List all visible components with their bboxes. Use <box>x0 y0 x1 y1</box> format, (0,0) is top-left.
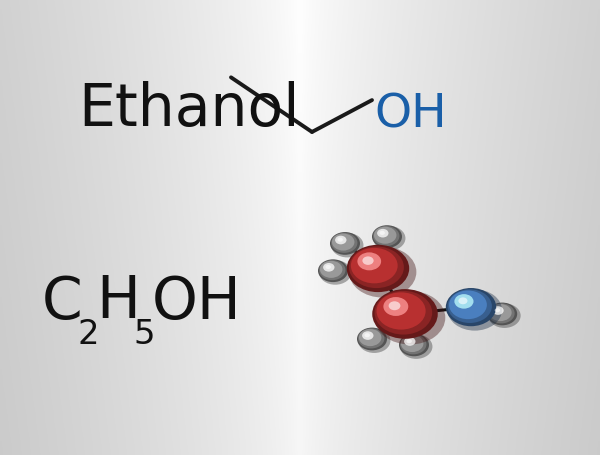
Circle shape <box>358 253 381 270</box>
Circle shape <box>319 260 346 280</box>
Circle shape <box>332 233 355 251</box>
Circle shape <box>488 303 521 328</box>
Circle shape <box>365 333 370 337</box>
Circle shape <box>335 236 346 244</box>
Circle shape <box>448 289 492 323</box>
Text: OH: OH <box>374 93 447 137</box>
Circle shape <box>404 337 415 346</box>
Circle shape <box>362 331 373 340</box>
Circle shape <box>372 225 402 248</box>
Circle shape <box>374 227 397 244</box>
Circle shape <box>358 329 391 353</box>
Circle shape <box>495 308 500 312</box>
Circle shape <box>454 294 473 308</box>
Circle shape <box>357 328 387 350</box>
Circle shape <box>331 233 364 258</box>
Circle shape <box>400 334 427 354</box>
Circle shape <box>358 329 385 349</box>
Circle shape <box>400 334 433 359</box>
Circle shape <box>319 260 352 285</box>
Circle shape <box>323 263 335 272</box>
Circle shape <box>487 303 517 325</box>
Circle shape <box>489 304 512 321</box>
Circle shape <box>330 232 360 255</box>
Circle shape <box>374 291 445 344</box>
Circle shape <box>449 290 487 319</box>
Text: Ethanol: Ethanol <box>78 81 299 138</box>
Text: 2: 2 <box>78 318 100 350</box>
Circle shape <box>374 291 432 334</box>
Text: H: H <box>96 273 140 330</box>
Circle shape <box>458 298 467 304</box>
Circle shape <box>493 306 504 315</box>
Circle shape <box>337 238 343 242</box>
Circle shape <box>377 229 389 238</box>
Circle shape <box>373 226 406 251</box>
Circle shape <box>373 226 400 246</box>
Circle shape <box>389 301 400 310</box>
Text: 5: 5 <box>134 318 155 350</box>
Circle shape <box>380 231 385 235</box>
Circle shape <box>331 233 358 253</box>
Circle shape <box>488 303 515 324</box>
Circle shape <box>359 329 382 346</box>
Circle shape <box>347 245 409 292</box>
Circle shape <box>351 248 398 283</box>
Circle shape <box>362 256 374 265</box>
Circle shape <box>448 289 502 331</box>
Circle shape <box>349 247 404 288</box>
Circle shape <box>326 265 331 269</box>
Circle shape <box>399 334 429 356</box>
Circle shape <box>349 247 416 298</box>
Circle shape <box>401 335 424 352</box>
Text: OH: OH <box>152 273 242 330</box>
Circle shape <box>383 297 408 316</box>
Circle shape <box>320 261 343 278</box>
Circle shape <box>372 289 438 339</box>
Text: C: C <box>42 273 83 330</box>
Circle shape <box>407 339 412 343</box>
Circle shape <box>376 292 425 329</box>
Circle shape <box>446 288 496 326</box>
Circle shape <box>318 259 348 282</box>
